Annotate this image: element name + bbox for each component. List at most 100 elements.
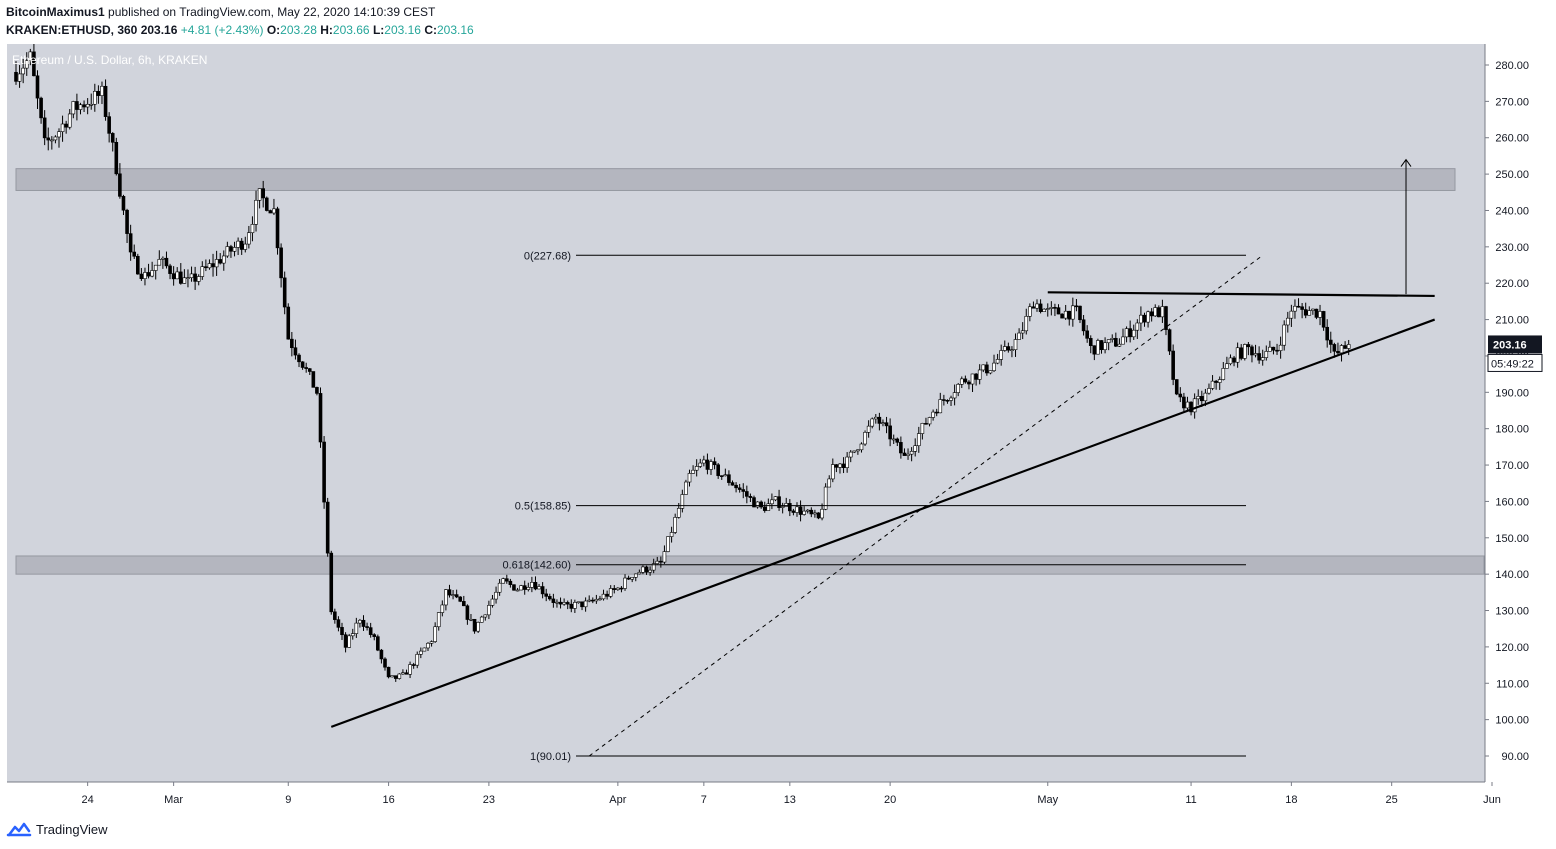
candle-body — [1253, 353, 1258, 356]
candle-body — [1264, 351, 1269, 358]
candle-body — [118, 173, 122, 197]
candle-body — [666, 536, 670, 552]
candle-body — [1221, 368, 1226, 380]
candle-body — [823, 486, 828, 510]
candle-body — [354, 622, 359, 634]
candle-body — [909, 451, 914, 455]
candle-body — [952, 392, 957, 399]
candle-body — [626, 577, 631, 580]
candle-body — [802, 510, 806, 515]
candle-body — [881, 422, 885, 424]
candle-body — [75, 101, 79, 110]
candle-body — [981, 364, 986, 371]
published-text: published on TradingView.com, May 22, 20… — [108, 5, 436, 19]
candle-body — [1171, 350, 1175, 380]
price-axis-label: 170.00 — [1495, 460, 1529, 472]
candle-body — [583, 600, 588, 608]
candle-body — [834, 464, 839, 468]
candle-body — [1321, 311, 1326, 328]
candle-body — [891, 438, 896, 441]
candle-body — [483, 614, 488, 618]
candle-body — [325, 501, 330, 554]
candle-body — [1024, 316, 1029, 332]
candle-body — [153, 264, 158, 271]
candle-body — [494, 591, 498, 600]
candle-body — [178, 271, 183, 284]
candle-body — [372, 634, 377, 637]
chart-area[interactable]: 0(227.68) 0.5(158.85) 0.618(142.60) 1(90.01… — [0, 43, 1556, 814]
chart-legend: Ethereum / U.S. Dollar, 6h, KRAKEN — [12, 53, 207, 67]
price-axis-background[interactable] — [1485, 44, 1556, 782]
candle-body — [1110, 337, 1115, 340]
candle-body — [942, 399, 946, 401]
candle-body — [547, 596, 552, 600]
fib-diagonal-trendline — [588, 254, 1264, 757]
publisher-name[interactable]: BitcoinMaximus1 — [6, 5, 105, 19]
candle-body — [863, 432, 867, 445]
candle-body — [1035, 303, 1039, 309]
candle-body — [433, 626, 437, 642]
candle-body — [1214, 380, 1218, 383]
candle-body — [393, 675, 398, 679]
candle-body — [902, 452, 907, 456]
candle-body — [741, 489, 746, 492]
candle-body — [637, 572, 642, 575]
tradingview-cloud-icon — [6, 822, 32, 837]
candle-body — [1260, 357, 1265, 361]
candle-body — [759, 501, 763, 508]
candle-body — [784, 503, 789, 507]
candle-body — [694, 466, 699, 471]
candle-body — [139, 273, 144, 279]
candle-body — [268, 210, 273, 214]
candle-body — [143, 272, 147, 279]
candle-body — [540, 586, 545, 595]
price-axis-label: 90.00 — [1501, 751, 1529, 763]
candle-body — [1325, 326, 1329, 341]
tradingview-logo[interactable]: TradingView — [6, 821, 108, 837]
candle-body — [551, 598, 556, 603]
candle-body — [168, 265, 172, 274]
candle-body — [788, 503, 792, 512]
candle-body — [1178, 393, 1183, 398]
time-axis-background[interactable] — [0, 782, 1556, 814]
candle-body — [956, 383, 960, 393]
last-price-badge-label: 203.16 — [1493, 339, 1527, 351]
candle-body — [218, 259, 223, 264]
candle-body — [1217, 379, 1222, 383]
candle-body — [526, 587, 531, 590]
candle-body — [508, 580, 513, 585]
candle-body — [1071, 305, 1075, 320]
candle-body — [479, 616, 484, 623]
candle-body — [1049, 307, 1054, 309]
candle-body — [1250, 346, 1254, 356]
candle-body — [290, 338, 294, 349]
candle-body — [322, 441, 326, 503]
candle-body — [727, 474, 731, 483]
time-axis-label: 20 — [884, 794, 896, 806]
time-axis-label: May — [1037, 794, 1058, 806]
candle-body — [852, 450, 857, 453]
candle-body — [884, 422, 889, 427]
candle-body — [1149, 311, 1154, 317]
candle-body — [193, 273, 197, 282]
candle-body — [906, 453, 910, 456]
candle-body — [1196, 396, 1201, 400]
candle-body — [1142, 314, 1147, 323]
candle-body — [426, 642, 430, 649]
candle-body — [1242, 344, 1247, 359]
low-label: L: — [372, 23, 385, 37]
candle-body — [307, 368, 312, 372]
candle-body — [924, 423, 928, 425]
candle-body — [752, 497, 756, 508]
candle-body — [100, 85, 104, 96]
candle-body — [1328, 339, 1333, 345]
candle-body — [247, 232, 251, 245]
candle-body — [1020, 330, 1025, 334]
candle-body — [257, 188, 262, 201]
candle-body — [974, 373, 978, 380]
high-value: 203.66 — [332, 23, 370, 37]
candle-body — [379, 649, 384, 660]
price-chart[interactable]: 0(227.68) 0.5(158.85) 0.618(142.60) 1(90.01… — [0, 43, 1556, 814]
candle-body — [619, 587, 624, 590]
candle-body — [279, 247, 283, 279]
